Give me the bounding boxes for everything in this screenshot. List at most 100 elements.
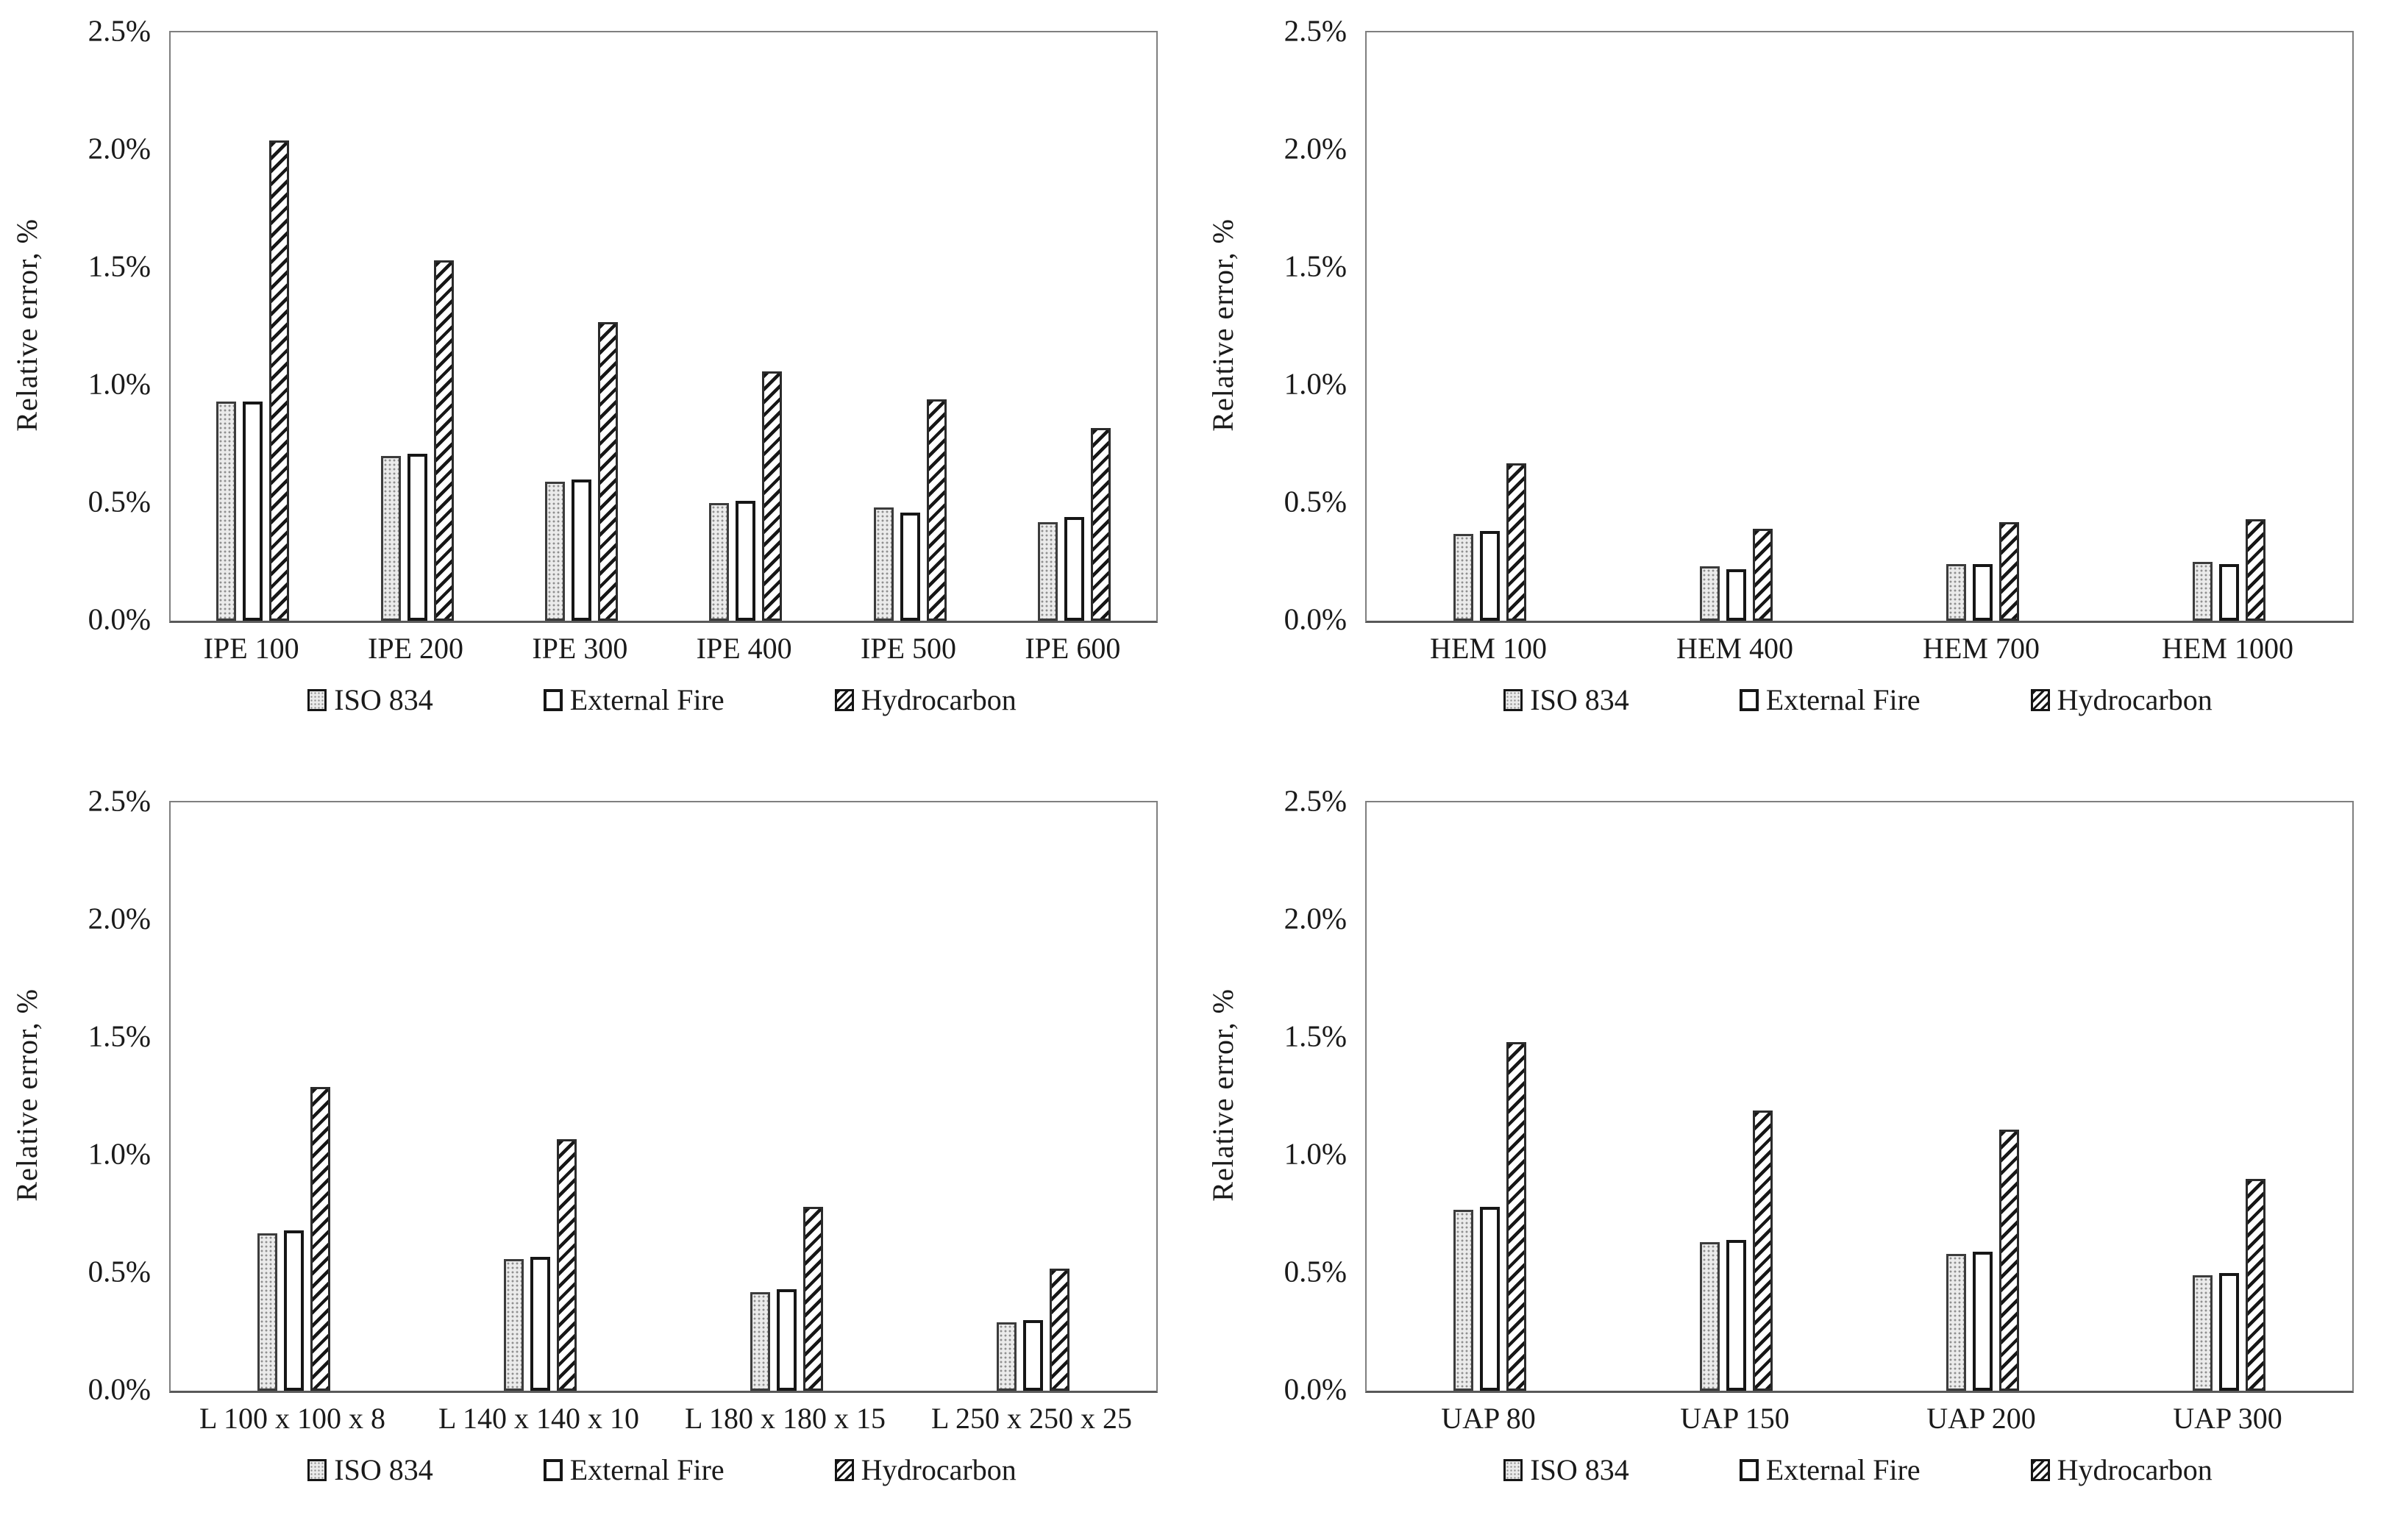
x-axis-category-label: HEM 100 [1430, 632, 1547, 665]
legend-label: ISO 834 [1530, 1453, 1629, 1486]
bar-iso-ipe-400 [709, 503, 730, 621]
legend-item-iso: ISO 834 [307, 1452, 433, 1487]
x-axis-category-label: L 250 x 250 x 25 [931, 1402, 1132, 1435]
x-axis-category-label: UAP 150 [1680, 1402, 1790, 1435]
bar-hyd-ipe-200 [433, 260, 454, 621]
y-axis-tick-label: 2.5% [88, 13, 151, 48]
legend-item-hyd: Hydrocarbon [2030, 1452, 2213, 1487]
bar-hyd-ipe-300 [597, 322, 618, 621]
legend-item-iso: ISO 834 [1503, 1452, 1629, 1487]
bar-hyd-uap-80 [1506, 1042, 1526, 1391]
legend-label: External Fire [569, 1453, 725, 1486]
y-axis-tick-label: 0.0% [88, 1372, 151, 1406]
legend: ISO 834 External Fire Hydrocarbon [1365, 1452, 2351, 1487]
legend-label: Hydrocarbon [861, 1453, 1017, 1486]
bar-hyd-ipe-100 [269, 140, 290, 621]
bar-ext-uap-300 [2219, 1273, 2239, 1391]
legend-label: Hydrocarbon [861, 683, 1017, 716]
bar-iso-ipe-200 [380, 456, 401, 621]
legend-label: ISO 834 [334, 683, 433, 716]
bar-ext-l-140-x-140-x-10 [530, 1257, 550, 1391]
bar-hyd-ipe-500 [926, 399, 947, 621]
bar-ext-ipe-400 [736, 501, 756, 621]
y-axis-tick-label: 0.0% [88, 602, 151, 636]
x-axis-category-label: UAP 80 [1441, 1402, 1536, 1435]
bar-iso-uap-150 [1700, 1242, 1720, 1391]
x-axis-category-label: IPE 500 [861, 632, 956, 665]
legend-swatch-ext-icon [1739, 688, 1759, 711]
bar-hyd-l-180-x-180-x-15 [803, 1207, 823, 1391]
legend-item-ext: External Fire [1739, 682, 1921, 717]
bar-ext-ipe-300 [571, 480, 591, 621]
y-axis-tick-label: 2.5% [88, 783, 151, 818]
y-axis-tick-label: 2.0% [88, 901, 151, 935]
bar-iso-ipe-100 [216, 402, 237, 621]
legend: ISO 834 External Fire Hydrocarbon [1365, 682, 2351, 717]
bar-hyd-ipe-400 [762, 371, 783, 621]
y-axis-tick-label: 1.0% [1284, 366, 1347, 401]
bar-hyd-uap-200 [1999, 1130, 2019, 1391]
y-axis-tick-label: 1.0% [1284, 1136, 1347, 1171]
x-axis-category-label: UAP 300 [2173, 1402, 2282, 1435]
legend-swatch-iso-icon [1503, 1458, 1523, 1481]
chart-hem-profiles: Relative error, % 0.0% 0.5% 1.0% 1.5% 2.0% 2.… [1196, 0, 2392, 770]
legend-label: External Fire [569, 683, 725, 716]
chart-uap-profiles: Relative error, % 0.0% 0.5% 1.0% 1.5% 2.0% 2.… [1196, 770, 2392, 1540]
legend-item-hyd: Hydrocarbon [2030, 682, 2213, 717]
bar-iso-l-180-x-180-x-15 [750, 1292, 770, 1391]
x-axis-category-label: L 100 x 100 x 8 [199, 1402, 385, 1435]
legend-swatch-hyd-icon [2030, 688, 2050, 711]
bar-iso-hem-1000 [2193, 562, 2213, 621]
bar-iso-uap-80 [1453, 1210, 1473, 1391]
y-axis-tick-label: 2.5% [1284, 783, 1347, 818]
bar-ext-ipe-200 [407, 454, 427, 621]
x-axis-category-label: IPE 200 [368, 632, 463, 665]
plot-area [1365, 801, 2354, 1393]
legend-swatch-iso-icon [307, 1458, 327, 1481]
bar-ext-ipe-600 [1064, 517, 1084, 621]
y-axis-tick-label: 0.5% [88, 484, 151, 518]
bar-ext-l-100-x-100-x-8 [284, 1230, 304, 1391]
y-axis-title-box: Relative error, % [1196, 31, 1249, 619]
legend-item-hyd: Hydrocarbon [834, 682, 1017, 717]
plot-area [1365, 31, 2354, 623]
y-axis-title: Relative error, % [10, 988, 43, 1202]
bar-ext-ipe-100 [243, 402, 263, 621]
legend-swatch-ext-icon [543, 1458, 563, 1481]
legend-swatch-iso-icon [1503, 688, 1523, 711]
legend-label: Hydrocarbon [2057, 1453, 2213, 1486]
y-axis-tick-label: 1.5% [88, 249, 151, 283]
x-axis-category-label: HEM 1000 [2162, 632, 2293, 665]
y-axis-tick-label: 2.0% [1284, 131, 1347, 165]
y-axis-tick-label: 2.5% [1284, 13, 1347, 48]
y-axis-tick-label: 0.5% [88, 1254, 151, 1288]
legend-swatch-iso-icon [307, 688, 327, 711]
x-axis-category-label: IPE 300 [532, 632, 628, 665]
y-axis-tick-label: 1.5% [1284, 1019, 1347, 1053]
bar-hyd-hem-400 [1753, 529, 1773, 621]
x-axis-category-label: IPE 600 [1025, 632, 1121, 665]
chart-ipe-profiles: Relative error, % 0.0% 0.5% 1.0% 1.5% 2.0% 2.… [0, 0, 1196, 770]
y-axis-tick-label: 0.0% [1284, 1372, 1347, 1406]
bar-ext-l-250-x-250-x-25 [1023, 1320, 1043, 1391]
y-axis-tick-label: 2.0% [1284, 901, 1347, 935]
bar-hyd-ipe-600 [1090, 428, 1111, 621]
x-axis-category-label: UAP 200 [1926, 1402, 2036, 1435]
legend: ISO 834 External Fire Hydrocarbon [169, 682, 1155, 717]
y-axis-tick-label: 0.0% [1284, 602, 1347, 636]
legend: ISO 834 External Fire Hydrocarbon [169, 1452, 1155, 1487]
legend-label: External Fire [1765, 1453, 1921, 1486]
y-axis-tick-label: 0.5% [1284, 1254, 1347, 1288]
bar-ext-uap-200 [1973, 1252, 1993, 1391]
y-axis-tick-label: 1.0% [88, 366, 151, 401]
bar-hyd-hem-700 [1999, 522, 2019, 621]
legend-swatch-ext-icon [1739, 1458, 1759, 1481]
bar-ext-hem-100 [1480, 531, 1500, 621]
y-axis-title: Relative error, % [1206, 218, 1239, 432]
x-axis-category-label: IPE 400 [696, 632, 792, 665]
y-axis-tick-label: 0.5% [1284, 484, 1347, 518]
legend-item-ext: External Fire [543, 682, 725, 717]
legend-swatch-hyd-icon [834, 1458, 854, 1481]
bar-hyd-l-250-x-250-x-25 [1050, 1269, 1069, 1391]
bar-ext-hem-1000 [2219, 564, 2239, 621]
